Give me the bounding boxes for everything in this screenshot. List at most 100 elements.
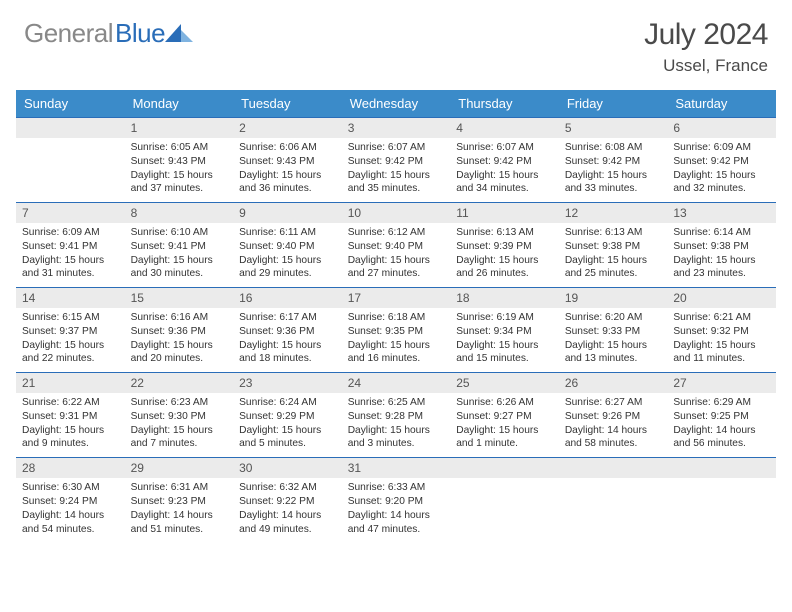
sunrise-text: Sunrise: 6:08 AM [565, 141, 662, 155]
day-number-cell: 9 [233, 203, 342, 224]
day-number-cell: 26 [559, 373, 668, 394]
sunset-text: Sunset: 9:27 PM [456, 410, 553, 424]
day-detail-cell: Sunrise: 6:25 AMSunset: 9:28 PMDaylight:… [342, 393, 451, 458]
day-detail-cell: Sunrise: 6:23 AMSunset: 9:30 PMDaylight:… [125, 393, 234, 458]
sunset-text: Sunset: 9:30 PM [131, 410, 228, 424]
day-detail-cell: Sunrise: 6:29 AMSunset: 9:25 PMDaylight:… [667, 393, 776, 458]
day-detail-cell: Sunrise: 6:26 AMSunset: 9:27 PMDaylight:… [450, 393, 559, 458]
month-title: July 2024 [644, 18, 768, 52]
day-number-row: 123456 [16, 118, 776, 139]
sunrise-text: Sunrise: 6:06 AM [239, 141, 336, 155]
sunset-text: Sunset: 9:28 PM [348, 410, 445, 424]
daylight-text: Daylight: 15 hours and 1 minute. [456, 424, 553, 452]
day-detail-cell: Sunrise: 6:17 AMSunset: 9:36 PMDaylight:… [233, 308, 342, 373]
daylight-text: Daylight: 15 hours and 3 minutes. [348, 424, 445, 452]
day-detail-cell: Sunrise: 6:18 AMSunset: 9:35 PMDaylight:… [342, 308, 451, 373]
day-detail-cell: Sunrise: 6:33 AMSunset: 9:20 PMDaylight:… [342, 478, 451, 542]
daylight-text: Daylight: 15 hours and 11 minutes. [673, 339, 770, 367]
sunrise-text: Sunrise: 6:16 AM [131, 311, 228, 325]
weekday-header: Tuesday [233, 90, 342, 118]
daylight-text: Daylight: 15 hours and 13 minutes. [565, 339, 662, 367]
sunrise-text: Sunrise: 6:12 AM [348, 226, 445, 240]
sunrise-text: Sunrise: 6:31 AM [131, 481, 228, 495]
day-number-cell: 18 [450, 288, 559, 309]
daylight-text: Daylight: 15 hours and 27 minutes. [348, 254, 445, 282]
location: Ussel, France [644, 56, 768, 76]
sunrise-text: Sunrise: 6:23 AM [131, 396, 228, 410]
daylight-text: Daylight: 15 hours and 29 minutes. [239, 254, 336, 282]
daylight-text: Daylight: 15 hours and 33 minutes. [565, 169, 662, 197]
sunrise-text: Sunrise: 6:26 AM [456, 396, 553, 410]
day-number-cell [667, 458, 776, 479]
daylight-text: Daylight: 15 hours and 25 minutes. [565, 254, 662, 282]
day-detail-row: Sunrise: 6:22 AMSunset: 9:31 PMDaylight:… [16, 393, 776, 458]
daylight-text: Daylight: 15 hours and 37 minutes. [131, 169, 228, 197]
day-detail-cell: Sunrise: 6:13 AMSunset: 9:39 PMDaylight:… [450, 223, 559, 288]
daylight-text: Daylight: 15 hours and 22 minutes. [22, 339, 119, 367]
calendar-table: Sunday Monday Tuesday Wednesday Thursday… [16, 90, 776, 542]
day-number-cell: 17 [342, 288, 451, 309]
daylight-text: Daylight: 15 hours and 9 minutes. [22, 424, 119, 452]
logo-text-blue: Blue [115, 18, 165, 49]
weekday-header: Sunday [16, 90, 125, 118]
day-detail-cell: Sunrise: 6:07 AMSunset: 9:42 PMDaylight:… [342, 138, 451, 203]
daylight-text: Daylight: 14 hours and 51 minutes. [131, 509, 228, 537]
daylight-text: Daylight: 15 hours and 32 minutes. [673, 169, 770, 197]
sunrise-text: Sunrise: 6:07 AM [456, 141, 553, 155]
day-number-cell: 28 [16, 458, 125, 479]
sunrise-text: Sunrise: 6:07 AM [348, 141, 445, 155]
sunset-text: Sunset: 9:22 PM [239, 495, 336, 509]
day-detail-cell [16, 138, 125, 203]
day-detail-cell: Sunrise: 6:22 AMSunset: 9:31 PMDaylight:… [16, 393, 125, 458]
day-detail-cell [667, 478, 776, 542]
sunrise-text: Sunrise: 6:05 AM [131, 141, 228, 155]
day-number-cell: 16 [233, 288, 342, 309]
day-number-cell: 6 [667, 118, 776, 139]
sunrise-text: Sunrise: 6:17 AM [239, 311, 336, 325]
day-number-cell: 20 [667, 288, 776, 309]
daylight-text: Daylight: 15 hours and 18 minutes. [239, 339, 336, 367]
day-number-cell: 23 [233, 373, 342, 394]
daylight-text: Daylight: 15 hours and 7 minutes. [131, 424, 228, 452]
day-detail-cell: Sunrise: 6:05 AMSunset: 9:43 PMDaylight:… [125, 138, 234, 203]
day-detail-cell: Sunrise: 6:14 AMSunset: 9:38 PMDaylight:… [667, 223, 776, 288]
day-number-cell [16, 118, 125, 139]
sunrise-text: Sunrise: 6:19 AM [456, 311, 553, 325]
daylight-text: Daylight: 15 hours and 30 minutes. [131, 254, 228, 282]
sunset-text: Sunset: 9:29 PM [239, 410, 336, 424]
sunset-text: Sunset: 9:26 PM [565, 410, 662, 424]
day-number-cell: 3 [342, 118, 451, 139]
day-detail-cell: Sunrise: 6:09 AMSunset: 9:41 PMDaylight:… [16, 223, 125, 288]
sunset-text: Sunset: 9:24 PM [22, 495, 119, 509]
day-detail-cell: Sunrise: 6:12 AMSunset: 9:40 PMDaylight:… [342, 223, 451, 288]
day-number-cell: 24 [342, 373, 451, 394]
day-number-cell: 31 [342, 458, 451, 479]
header: General Blue July 2024 Ussel, France [0, 0, 792, 82]
daylight-text: Daylight: 14 hours and 47 minutes. [348, 509, 445, 537]
sunset-text: Sunset: 9:39 PM [456, 240, 553, 254]
daylight-text: Daylight: 15 hours and 20 minutes. [131, 339, 228, 367]
day-detail-cell [559, 478, 668, 542]
sunrise-text: Sunrise: 6:20 AM [565, 311, 662, 325]
logo-triangle-icon [165, 22, 193, 42]
day-detail-row: Sunrise: 6:05 AM Sunset: 9:43 PM Daylight:… [16, 138, 776, 203]
day-number-cell: 22 [125, 373, 234, 394]
sunrise-text: Sunrise: 6:21 AM [673, 311, 770, 325]
sunrise-text: Sunrise: 6:09 AM [673, 141, 770, 155]
day-detail-cell: Sunrise: 6:09 AMSunset: 9:42 PMDaylight:… [667, 138, 776, 203]
weekday-header: Wednesday [342, 90, 451, 118]
day-detail-cell: Sunrise: 6:07 AMSunset: 9:42 PMDaylight:… [450, 138, 559, 203]
sunset-text: Sunset: 9:43 PM [239, 155, 336, 169]
day-number-cell: 21 [16, 373, 125, 394]
day-detail-cell: Sunrise: 6:11 AMSunset: 9:40 PMDaylight:… [233, 223, 342, 288]
daylight-text: Daylight: 15 hours and 5 minutes. [239, 424, 336, 452]
day-number-cell: 2 [233, 118, 342, 139]
sunrise-text: Sunrise: 6:15 AM [22, 311, 119, 325]
daylight-text: Daylight: 15 hours and 23 minutes. [673, 254, 770, 282]
day-number-cell: 5 [559, 118, 668, 139]
sunrise-text: Sunrise: 6:09 AM [22, 226, 119, 240]
day-number-cell: 14 [16, 288, 125, 309]
daylight-text: Daylight: 15 hours and 35 minutes. [348, 169, 445, 197]
day-detail-cell: Sunrise: 6:31 AMSunset: 9:23 PMDaylight:… [125, 478, 234, 542]
sunset-text: Sunset: 9:34 PM [456, 325, 553, 339]
